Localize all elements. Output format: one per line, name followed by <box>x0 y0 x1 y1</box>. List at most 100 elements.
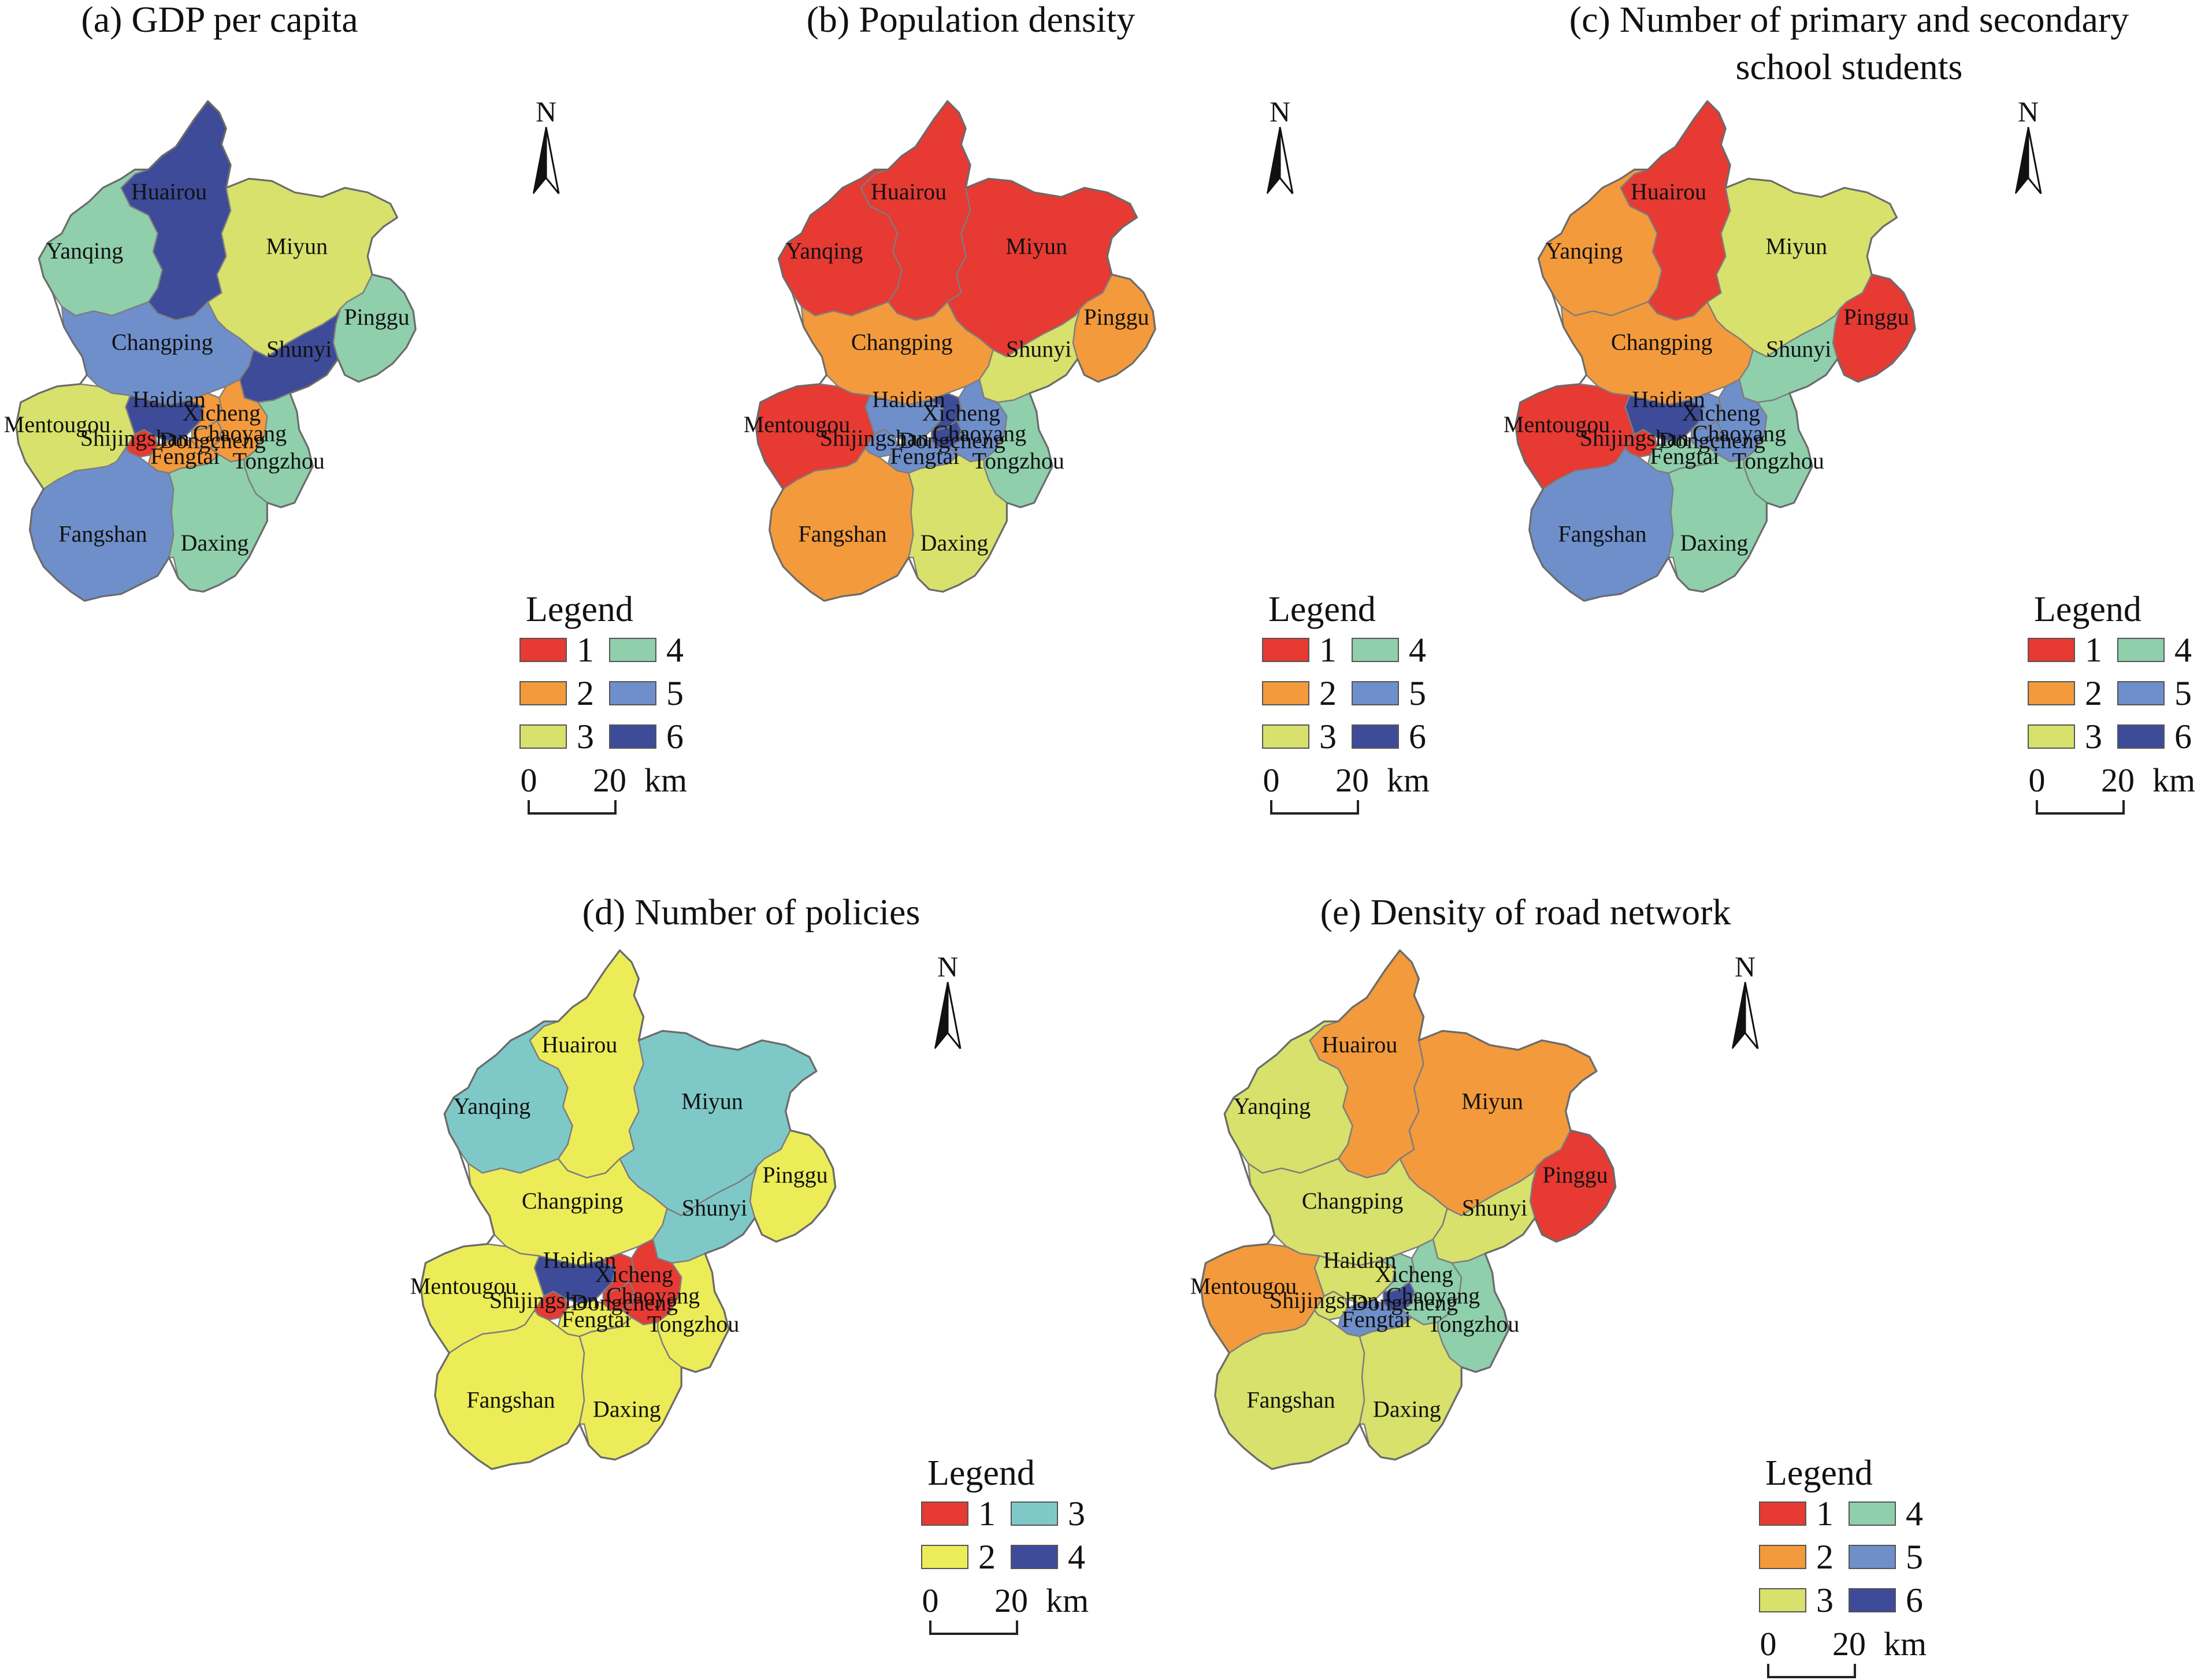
district-label: Pinggu <box>344 304 409 330</box>
legend-swatch <box>1262 681 1309 705</box>
district-label: Changping <box>1611 329 1713 355</box>
north-label: N <box>2018 95 2039 128</box>
panel-title: (c) Number of primary and secondary <box>1569 0 2129 40</box>
legend-label: 2 <box>978 1538 996 1576</box>
district-label: Fengtai <box>562 1306 631 1332</box>
legend-swatch <box>1849 1588 1896 1612</box>
district-label: Mentougou <box>410 1273 517 1299</box>
district-label: Chaoyang <box>933 421 1026 447</box>
legend-label: 6 <box>2174 718 2192 756</box>
scale-label: 0 <box>521 761 537 799</box>
legend-swatch <box>2117 724 2165 749</box>
scale-unit: km <box>1387 761 1430 799</box>
north-label: N <box>937 950 958 983</box>
legend-swatch <box>1352 681 1399 705</box>
scale-label: 0 <box>1263 761 1280 799</box>
legend-swatch <box>609 681 656 705</box>
district-label: Fengtai <box>1342 1306 1411 1332</box>
district-label: Haidian <box>543 1247 617 1273</box>
scale-label: 20 <box>994 1582 1028 1619</box>
legend-swatch <box>519 681 567 705</box>
panel-title: (d) Number of policies <box>582 891 921 932</box>
district-label: Changping <box>851 329 953 355</box>
district-label: Miyun <box>681 1088 743 1114</box>
scale-line <box>528 800 617 815</box>
legend-label: 4 <box>1906 1495 1923 1533</box>
panel-title: (a) GDP per capita <box>81 0 358 40</box>
scale-unit: km <box>644 761 687 799</box>
district-label: Pinggu <box>1843 304 1909 330</box>
district-label: Huairou <box>1631 179 1706 205</box>
district-label: Xicheng <box>1682 400 1761 426</box>
district-label: Huairou <box>131 179 207 205</box>
scale-line <box>2036 800 2125 815</box>
district-label: Tongzhou <box>1732 448 1824 474</box>
map-outline <box>1200 949 1617 1470</box>
district-label: Fangshan <box>1246 1387 1335 1413</box>
legend-label: 1 <box>978 1495 996 1533</box>
legend-label: 6 <box>1906 1581 1923 1619</box>
district-label: Changping <box>522 1188 623 1214</box>
legend-swatch <box>921 1501 968 1526</box>
legend-swatch <box>519 724 567 749</box>
district-label: Fangshan <box>58 521 147 547</box>
scale-label: 0 <box>922 1582 939 1619</box>
district-label: Dongcheng <box>571 1289 678 1315</box>
legend-swatch <box>921 1545 968 1569</box>
panel-title: (e) Density of road network <box>1320 891 1731 932</box>
district-label: Pinggu <box>762 1162 827 1188</box>
scale-label: 20 <box>2101 761 2135 799</box>
district-label: Daxing <box>1680 530 1749 556</box>
district-label: Haidian <box>1323 1247 1397 1273</box>
district-label: Haidian <box>1632 386 1705 412</box>
legend-label: 3 <box>2085 718 2102 756</box>
district-label: Shijingshan <box>1580 425 1689 451</box>
district-label: Dongcheng <box>899 427 1005 453</box>
district-label: Tongzhou <box>1427 1311 1519 1337</box>
legend-title: Legend <box>1268 590 1376 629</box>
legend-label: 6 <box>1409 718 1426 756</box>
legend-swatch <box>609 638 656 662</box>
district-label: Shunyi <box>1766 336 1831 362</box>
legend-title: Legend <box>2034 590 2141 629</box>
panel-title-line2: school students <box>1736 46 1963 87</box>
district-label: Fengtai <box>150 443 220 469</box>
map <box>420 949 837 1470</box>
legend-label: 5 <box>666 674 684 712</box>
district-label: Xicheng <box>183 400 261 426</box>
legend-swatch <box>1759 1501 1806 1526</box>
legend-label: 5 <box>1906 1538 1923 1576</box>
legend-label: 2 <box>1816 1538 1833 1576</box>
legend-swatch <box>1262 724 1309 749</box>
district-label: Fengtai <box>890 443 959 469</box>
district-label: Changping <box>112 329 213 355</box>
legend-label: 4 <box>666 631 684 669</box>
legend-swatch <box>609 724 656 749</box>
legend-swatch <box>1262 638 1309 662</box>
district-label: Miyun <box>266 233 328 259</box>
scale-label: 20 <box>1832 1625 1866 1663</box>
district-label: Chaoyang <box>1386 1283 1480 1309</box>
panel-b: (b) Population density Huairou Miyun Yanqin… <box>744 0 1430 815</box>
panel-c: (c) Number of primary and secondary schoo… <box>1504 0 2195 815</box>
legend-swatch <box>519 638 567 662</box>
district-label: Huairou <box>871 179 947 205</box>
district-label: Xicheng <box>922 400 1001 426</box>
district-label: Daxing <box>1373 1396 1441 1422</box>
scale-line <box>1270 800 1359 815</box>
district-label: Daxing <box>593 1396 661 1422</box>
north-label: N <box>1735 950 1755 983</box>
legend-swatch <box>1849 1501 1896 1526</box>
district-label: Chaoyang <box>193 421 287 447</box>
district-label: Xicheng <box>1375 1261 1453 1287</box>
legend-label: 2 <box>2085 674 2102 712</box>
district-label: Shunyi <box>266 336 332 362</box>
legend-label: 4 <box>1409 631 1426 669</box>
panel-e: (e) Density of road network Huairou Miyun Y… <box>1190 891 1927 1678</box>
map-outline <box>755 100 1156 602</box>
panel-d: (d) Number of policies Huairou Miyun Yanqin… <box>410 891 1089 1635</box>
legend-label: 3 <box>1068 1495 1085 1533</box>
